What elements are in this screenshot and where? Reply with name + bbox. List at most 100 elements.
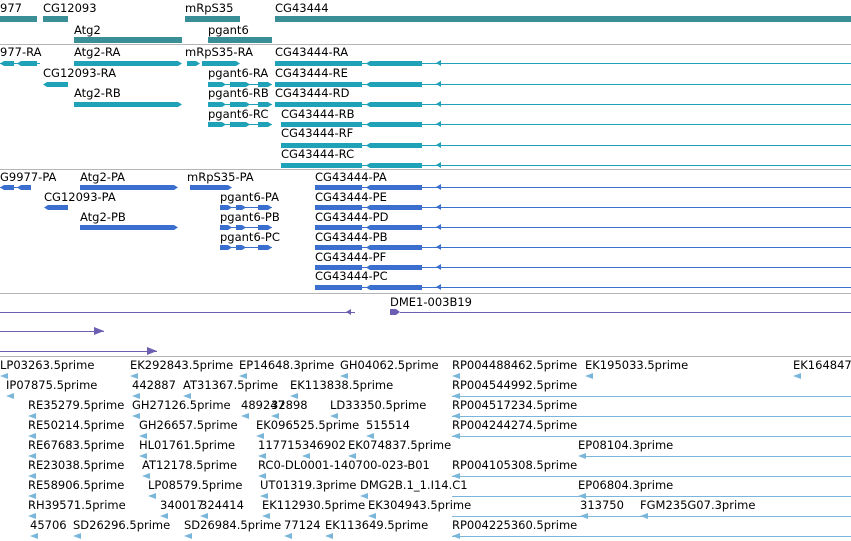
est-glyph[interactable] <box>290 393 298 399</box>
est-label[interactable]: EK113649.5prime <box>325 518 429 532</box>
est-label[interactable]: LP03263.5prime <box>0 358 95 372</box>
est-label[interactable]: 442887 <box>132 378 176 392</box>
est-label[interactable]: FGM235G07.3prime <box>640 498 756 512</box>
transcript-exon[interactable] <box>275 82 362 87</box>
est-glyph[interactable] <box>148 493 156 499</box>
est-label[interactable]: RE50214.5prime <box>28 418 125 432</box>
est-glyph[interactable] <box>241 413 249 419</box>
transcript-exon[interactable] <box>275 102 362 107</box>
est-label[interactable]: 515514 <box>366 418 410 432</box>
transcript-exon[interactable] <box>366 163 422 168</box>
est-label[interactable]: RP004105308.5prime <box>452 458 578 472</box>
protein-exon[interactable] <box>366 225 422 230</box>
gene-label[interactable]: 977 <box>0 1 22 15</box>
est-glyph[interactable] <box>6 393 14 399</box>
est-label[interactable]: RP004544992.5prime <box>452 378 578 392</box>
est-label[interactable]: 346902 <box>302 438 346 452</box>
est-label[interactable]: 77124 <box>284 518 321 532</box>
transcript-exon[interactable] <box>208 82 226 87</box>
protein-exon[interactable] <box>80 225 178 230</box>
est-label[interactable]: EK292843.5prime <box>130 358 234 372</box>
gene-label[interactable]: pgant6 <box>208 23 249 37</box>
transcript-exon[interactable] <box>230 82 250 87</box>
est-label[interactable]: EP06804.3prime <box>578 478 674 492</box>
est-glyph[interactable] <box>28 413 36 419</box>
est-glyph[interactable] <box>28 513 36 519</box>
protein-label[interactable]: G9977-PA <box>0 170 57 184</box>
transcript-exon[interactable] <box>281 122 362 127</box>
est-label[interactable]: EP08104.3prime <box>578 438 674 452</box>
est-glyph[interactable] <box>256 433 264 439</box>
est-glyph[interactable] <box>28 433 36 439</box>
transcript-exon[interactable] <box>43 82 68 87</box>
protein-exon[interactable] <box>315 285 362 290</box>
transcript-exon[interactable] <box>258 102 272 107</box>
protein-exon[interactable] <box>236 225 246 230</box>
transcript-label[interactable]: CG43444-RD <box>275 86 350 100</box>
transcript-exon[interactable] <box>230 122 250 127</box>
est-label[interactable]: RE58906.5prime <box>28 478 125 492</box>
est-glyph[interactable] <box>585 373 593 379</box>
transcript-label[interactable]: CG43444-RC <box>281 147 355 161</box>
est-glyph[interactable] <box>160 513 168 519</box>
est-glyph[interactable] <box>340 373 348 379</box>
est-label[interactable]: EK112930.5prime <box>262 498 366 512</box>
transcript-label[interactable]: pgant6-RB <box>208 86 269 100</box>
transcript-label[interactable]: Atg2-RA <box>74 45 121 59</box>
est-label[interactable]: 32898 <box>271 398 308 412</box>
protein-label[interactable]: CG43444-PD <box>315 210 389 224</box>
gene-label[interactable]: mRpS35 <box>185 1 234 15</box>
est-label[interactable]: EK195033.5prime <box>585 358 689 372</box>
est-glyph[interactable] <box>200 513 208 519</box>
protein-exon[interactable] <box>366 265 422 270</box>
transcript-label[interactable]: CG43444-RA <box>275 45 349 59</box>
protein-exon[interactable] <box>366 205 422 210</box>
est-label[interactable]: IP07875.5prime <box>6 378 98 392</box>
transcript-exon[interactable] <box>74 61 182 66</box>
est-label[interactable]: RE23038.5prime <box>28 458 125 472</box>
est-label[interactable]: RE67683.5prime <box>28 438 125 452</box>
est-label[interactable]: EK164847 <box>793 358 851 372</box>
transcript-exon[interactable] <box>74 102 182 107</box>
protein-exon[interactable] <box>258 205 272 210</box>
est-glyph[interactable] <box>184 533 192 539</box>
transcript-label[interactable]: CG43444-RB <box>281 107 355 121</box>
transcript-exon[interactable] <box>230 102 250 107</box>
transcript-exon[interactable] <box>258 82 272 87</box>
est-label[interactable]: UT01319.3prime <box>260 478 357 492</box>
transcript-exon[interactable] <box>208 122 226 127</box>
protein-exon[interactable] <box>236 245 246 250</box>
protein-label[interactable]: CG43444-PB <box>315 230 388 244</box>
est-glyph[interactable] <box>258 453 266 459</box>
est-glyph[interactable] <box>271 413 279 419</box>
transcript-label[interactable]: CG12093-RA <box>43 66 117 80</box>
protein-label[interactable]: CG43444-PE <box>315 190 387 204</box>
clone-label[interactable]: DME1-003B19 <box>390 295 472 309</box>
transcript-label[interactable]: pgant6-RA <box>208 66 269 80</box>
protein-label[interactable]: CG12093-PA <box>44 190 116 204</box>
protein-exon[interactable] <box>44 205 68 210</box>
transcript-exon[interactable] <box>366 61 422 66</box>
est-label[interactable]: 340017 <box>160 498 204 512</box>
est-glyph[interactable] <box>28 453 36 459</box>
transcript-exon[interactable] <box>366 102 422 107</box>
protein-exon[interactable] <box>315 225 362 230</box>
est-glyph[interactable] <box>0 373 8 379</box>
est-glyph[interactable] <box>142 473 150 479</box>
est-label[interactable]: 313750 <box>580 498 624 512</box>
est-glyph[interactable] <box>258 473 266 479</box>
est-label[interactable]: RE35279.5prime <box>28 398 125 412</box>
est-glyph[interactable] <box>73 533 81 539</box>
est-glyph[interactable] <box>366 433 374 439</box>
transcript-exon[interactable] <box>281 163 362 168</box>
est-glyph[interactable] <box>284 533 292 539</box>
protein-label[interactable]: CG43444-PC <box>315 269 388 283</box>
est-glyph[interactable] <box>452 373 460 379</box>
est-label[interactable]: EK096525.5prime <box>256 418 360 432</box>
transcript-exon[interactable] <box>187 61 200 66</box>
est-label[interactable]: EK113838.5prime <box>290 378 394 392</box>
est-label[interactable]: SD26296.5prime <box>73 518 171 532</box>
est-glyph[interactable] <box>132 413 140 419</box>
transcript-exon[interactable] <box>208 102 226 107</box>
est-glyph[interactable] <box>348 453 356 459</box>
